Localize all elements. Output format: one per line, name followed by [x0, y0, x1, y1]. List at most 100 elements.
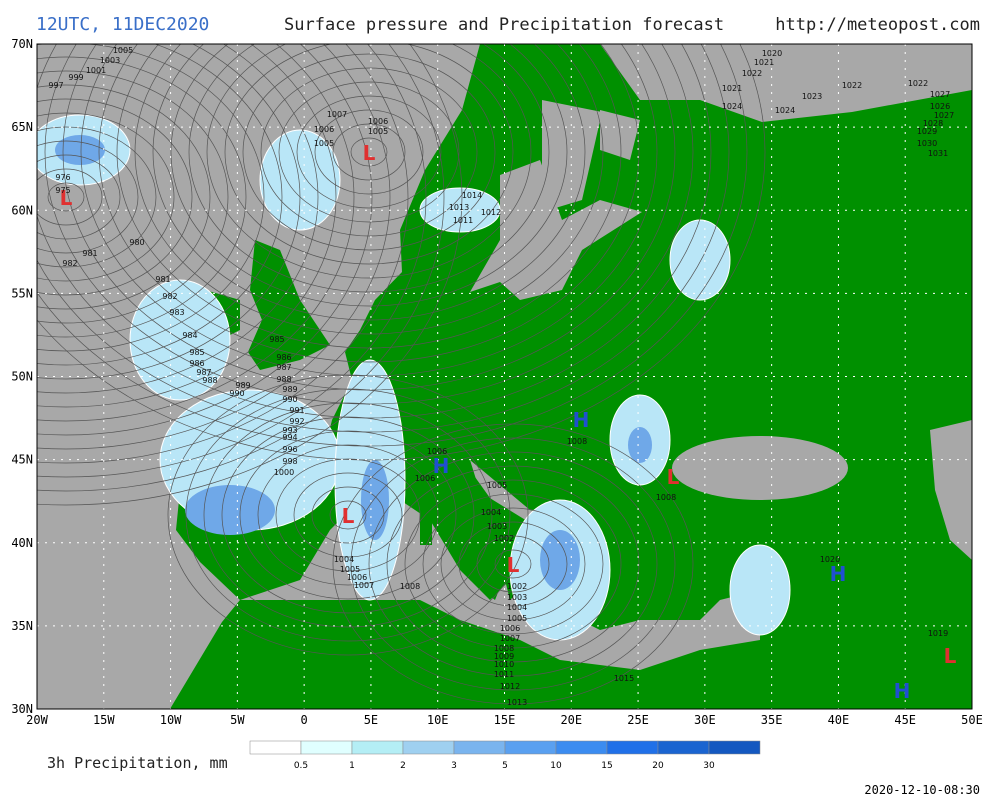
isobar-label: 1006 [415, 474, 435, 483]
isobar-label: 1021 [754, 58, 774, 67]
lon-label: 30E [694, 713, 716, 727]
isobar [37, 44, 301, 380]
isobar-label: 984 [182, 331, 197, 340]
isobar-label: 1003 [507, 593, 527, 602]
isobar-label: 1029 [917, 127, 937, 136]
isobar-label: 982 [62, 259, 77, 268]
isobar-label: 987 [196, 368, 211, 377]
isobar [476, 535, 550, 593]
legend-title: 3h Precipitation, mm [47, 754, 228, 772]
isobar-label: 1002 [507, 582, 527, 591]
isobar [37, 44, 337, 408]
pressure-center: H [894, 679, 911, 703]
isobar-label: 989 [282, 385, 297, 394]
isobar-label: 1006 [500, 624, 520, 633]
isobar-label: 976 [55, 173, 70, 182]
isobar-label: 1004 [507, 603, 527, 612]
isobar-label: 988 [276, 375, 291, 384]
isobar [37, 112, 175, 282]
isobar [37, 44, 265, 352]
isobar-label: 990 [229, 389, 244, 398]
legend-label: 10 [550, 761, 562, 771]
isobar-label: 1013 [507, 698, 527, 707]
isobar-label: 1021 [722, 84, 742, 93]
legend-swatch [249, 740, 302, 755]
lon-label: 40E [828, 713, 850, 727]
isobar-label: 1006 [368, 117, 388, 126]
isobar-label: 994 [282, 433, 297, 442]
pressure-center: H [433, 454, 450, 478]
isobar-label: 986 [189, 359, 204, 368]
isobar-label: 1010 [494, 660, 514, 669]
legend-swatch [606, 740, 659, 755]
isobar-label: 1003 [487, 522, 507, 531]
legend-swatch [402, 740, 455, 755]
isobar-label: 1005 [368, 127, 388, 136]
isobar [37, 140, 139, 254]
pressure-center: L [944, 644, 957, 668]
precipitation [37, 114, 791, 641]
isobar-label: 1023 [802, 92, 822, 101]
isobar-label: 988 [202, 376, 217, 385]
isobar [37, 44, 355, 422]
isobar-label: 1015 [614, 674, 634, 683]
isobar-label: 1007 [354, 581, 374, 590]
isobar-label: 1005 [507, 614, 527, 623]
legend-swatch [504, 740, 557, 755]
isobar-label: 1005 [314, 139, 334, 148]
isobar [37, 98, 193, 296]
lat-label: 70N [11, 37, 33, 51]
isobar-label: 1000 [274, 468, 294, 477]
isobar [440, 507, 586, 621]
legend-swatch [657, 740, 710, 755]
isobar-label: 992 [289, 417, 304, 426]
isobar [37, 44, 766, 461]
isobar-label: 1005 [340, 565, 360, 574]
isobar-label: 1022 [908, 79, 928, 88]
isobar-label: 975 [55, 186, 70, 195]
isobar-label: 1006 [347, 573, 367, 582]
isobar-label: 1005 [487, 481, 507, 490]
isobar [37, 70, 229, 324]
isobar-label: 1008 [656, 493, 676, 502]
isobar [37, 44, 748, 447]
isobar-label: 1030 [917, 139, 937, 148]
lon-label: 5E [364, 713, 378, 727]
isobar-label: 1026 [930, 102, 950, 111]
isobar [37, 44, 319, 394]
isobar-label: 1008 [400, 582, 420, 591]
isobar [350, 137, 388, 167]
isobar-label: 982 [162, 292, 177, 301]
legend-label: 2 [400, 761, 406, 771]
title-text: Surface pressure and Precipitation forec… [284, 15, 724, 35]
isobar-label: 1005 [113, 46, 133, 55]
legend-label: 30 [703, 761, 715, 771]
isobar-label: 1004 [481, 508, 501, 517]
isobar-label: 1028 [923, 119, 943, 128]
isobar-label: 1007 [327, 110, 347, 119]
lat-label: 35N [11, 619, 33, 633]
isobar-label: 987 [276, 363, 291, 372]
isobar [188, 44, 550, 293]
pressure-center: H [830, 562, 847, 586]
isobar-label: 986 [276, 353, 291, 362]
legend-label: 20 [652, 761, 664, 771]
map-frame [36, 43, 973, 710]
isobar [37, 44, 712, 419]
isobar-label: 1006 [427, 447, 447, 456]
lon-label: 50E [961, 713, 983, 727]
isobar-label: 989 [235, 381, 250, 390]
isobar [47, 182, 85, 212]
isobar-label: 1001 [86, 66, 106, 75]
isobar-label: 1024 [775, 106, 795, 115]
precipitation-heavy [55, 135, 652, 590]
isobar-label: 1013 [449, 203, 469, 212]
pressure-center: L [507, 553, 520, 577]
legend-label: 15 [601, 761, 612, 771]
isobar-label: 1011 [453, 216, 473, 225]
isobar [37, 44, 730, 433]
isobar [37, 168, 103, 226]
isobar-label: 1009 [494, 652, 514, 661]
isobar-label: 1019 [928, 629, 948, 638]
